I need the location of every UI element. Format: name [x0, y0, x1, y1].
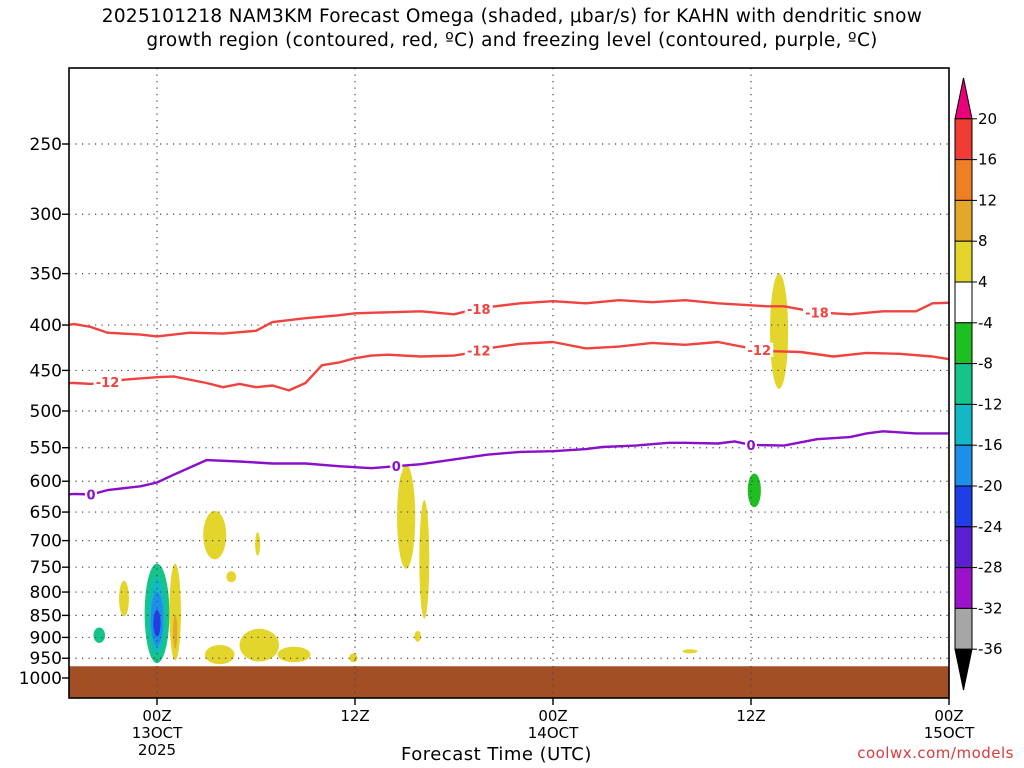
omega-region-20	[769, 273, 789, 389]
omega-region-9	[226, 571, 237, 583]
x-tick-label-6: 00Z	[142, 707, 171, 725]
colorbar-box-10	[954, 485, 973, 528]
colorbar-top-triangle	[954, 77, 973, 120]
x-tick-label-42: 12Z	[736, 707, 765, 725]
y-tick-label-550: 550	[30, 439, 62, 459]
colorbar-box-5	[954, 281, 973, 324]
y-tick-label-400: 400	[30, 316, 62, 336]
colorbar-label-13: -36	[978, 640, 1003, 658]
omega-region-11	[204, 645, 235, 665]
colorbar-box-2	[954, 159, 973, 201]
y-tick-label-350: 350	[30, 265, 62, 285]
colorbar-label-2: 12	[978, 191, 997, 209]
y-tick-label-700: 700	[30, 532, 62, 552]
y-tick-label-950: 950	[30, 649, 62, 669]
dgz-contour-0-label-1: -18	[805, 306, 829, 321]
y-tick-label-300: 300	[30, 205, 62, 225]
x-axis-title: Forecast Time (UTC)	[401, 744, 592, 765]
colorbar-bottom-triangle	[954, 648, 973, 691]
omega-region-16	[419, 500, 430, 619]
dgz-contour-0-label-0: -18	[467, 303, 491, 318]
dgz-contour-1-label-2: -12	[748, 344, 772, 359]
y-tick-label-250: 250	[30, 135, 62, 155]
colorbar-box-8	[954, 403, 973, 446]
y-tick-label-900: 900	[30, 628, 62, 648]
credit-text: coolwx.com/models	[857, 744, 1014, 762]
y-tick-label-600: 600	[30, 472, 62, 492]
omega-region-5	[153, 609, 161, 637]
dgz-contour-1-label-bg-1	[464, 343, 493, 358]
omega-region-1	[93, 627, 106, 643]
dgz-contour-0-line	[69, 299, 949, 338]
colorbar-label-4: 4	[978, 273, 988, 291]
colorbar-label-5: -4	[978, 314, 993, 332]
freezing-level-contour-label-2: 0	[746, 439, 755, 454]
x-tick-label-30: 00Z	[538, 707, 567, 725]
y-tick-label-500: 500	[30, 402, 62, 422]
freezing-level-contour-label-bg-2	[745, 437, 757, 452]
colorbar-label-9: -20	[978, 477, 1003, 495]
x-tick-date-54: 15OCT	[924, 724, 975, 742]
x-tick-date-30: 14OCT	[528, 724, 579, 742]
chart-title-line-2: growth region (contoured, red, ºC) and f…	[146, 30, 878, 51]
freezing-level-contour-label-bg-0	[85, 487, 97, 502]
plot-frame	[68, 67, 950, 699]
colorbar-label-10: -24	[978, 518, 1003, 536]
x-tick-year-6: 2025	[138, 741, 176, 759]
dgz-contour-1-label-bg-0	[93, 374, 122, 389]
dgz-contour-1-label-bg-2	[745, 342, 774, 357]
dgz-contour-0-label-bg-1	[803, 305, 831, 320]
omega-region-8	[203, 510, 227, 560]
y-tick-label-450: 450	[30, 361, 62, 381]
x-tick-date-6: 13OCT	[132, 724, 183, 742]
omega-region-22	[985, 658, 998, 662]
colorbar-label-0: 20	[978, 110, 997, 128]
omega-region-7	[173, 614, 178, 649]
omega-region-6	[169, 563, 181, 661]
freezing-level-contour-label-0: 0	[86, 488, 95, 503]
chart-title-line-1: 2025101218 NAM3KM Forecast Omega (shaded…	[101, 6, 923, 27]
colorbar-label-1: 16	[978, 151, 997, 169]
omega-region-18	[682, 649, 698, 654]
omega-region-17	[414, 630, 422, 642]
colorbar-box-7	[954, 363, 973, 405]
colorbar-box-9	[954, 444, 973, 487]
freezing-level-contour-label-1: 0	[392, 460, 401, 475]
y-tick-label-1000: 1000	[19, 669, 62, 689]
colorbar-box-13	[954, 607, 973, 650]
omega-region-10	[255, 532, 261, 556]
y-tick-label-650: 650	[30, 503, 62, 523]
y-tick-label-800: 800	[30, 583, 62, 603]
freezing-level-contour-line	[69, 430, 949, 496]
y-tick-label-750: 750	[30, 558, 62, 578]
omega-region-19	[747, 473, 761, 508]
colorbar-label-11: -28	[978, 559, 1003, 577]
omega-region-15	[397, 464, 416, 569]
colorbar-label-12: -32	[978, 599, 1003, 617]
colorbar-box-3	[954, 199, 973, 242]
omega-region-13	[277, 646, 311, 663]
dgz-contour-0-label-bg-0	[464, 301, 493, 316]
colorbar-box-11	[954, 526, 973, 569]
freezing-level-contour-label-bg-1	[390, 459, 403, 474]
y-tick-label-850: 850	[30, 606, 62, 626]
colorbar-box-12	[954, 567, 973, 609]
x-tick-label-54: 00Z	[934, 707, 963, 725]
dgz-contour-1-label-1: -12	[467, 345, 491, 360]
colorbar-label-6: -8	[978, 355, 993, 373]
omega-region-12	[239, 628, 280, 662]
dgz-contour-1-line	[69, 340, 949, 392]
colorbar-label-8: -16	[978, 436, 1003, 454]
dgz-contour-1-label-0: -12	[96, 376, 120, 391]
colorbar-label-7: -12	[978, 395, 1003, 413]
ground-below-surface	[69, 666, 949, 698]
colorbar-box-4	[954, 240, 973, 283]
colorbar-box-6	[954, 322, 973, 365]
colorbar-box-1	[954, 118, 973, 161]
omega-region-0	[119, 580, 129, 617]
omega-region-14	[349, 653, 358, 663]
x-tick-label-18: 12Z	[340, 707, 369, 725]
colorbar-label-3: 8	[978, 232, 988, 250]
